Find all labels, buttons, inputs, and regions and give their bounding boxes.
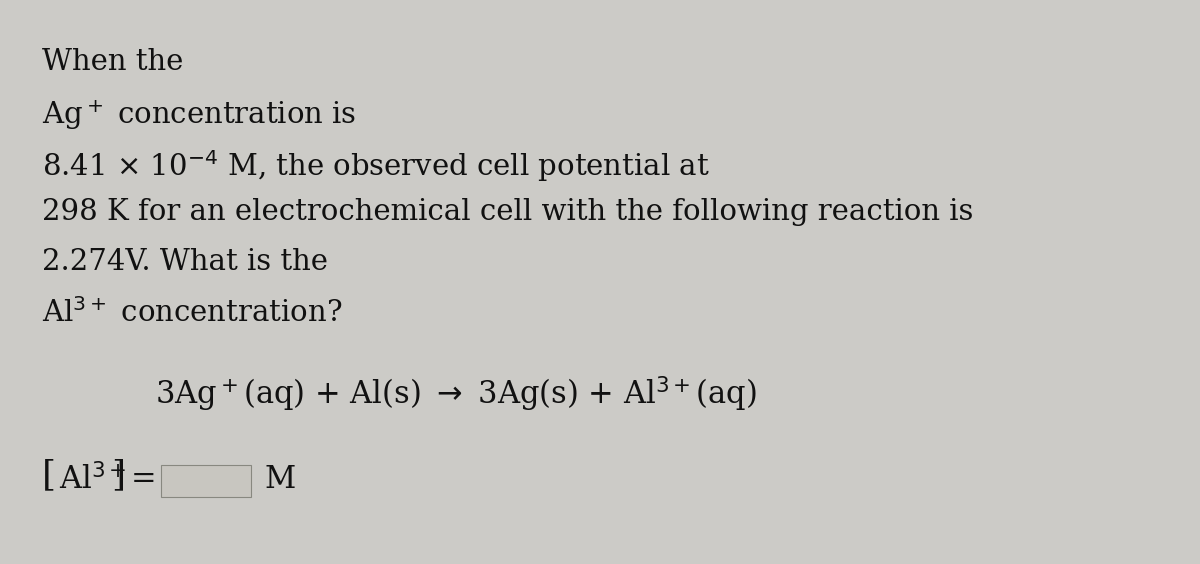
Bar bbox=[161, 465, 251, 497]
Text: M: M bbox=[265, 464, 296, 495]
Text: ]: ] bbox=[112, 458, 125, 492]
Text: =: = bbox=[131, 464, 157, 495]
Text: Al$^{3+}$: Al$^{3+}$ bbox=[59, 464, 126, 496]
Text: When the: When the bbox=[42, 48, 184, 76]
Text: $\mathdefault{Ag}^+$ concentration is: $\mathdefault{Ag}^+$ concentration is bbox=[42, 98, 356, 132]
Text: [: [ bbox=[42, 458, 56, 492]
Text: 3Ag$^+$(aq) + Al(s) $\rightarrow$ 3Ag(s) + Al$^{3+}$(aq): 3Ag$^+$(aq) + Al(s) $\rightarrow$ 3Ag(s)… bbox=[155, 375, 757, 415]
Text: 8.41 $\times$ 10$^{-4}$ M, the observed cell potential at: 8.41 $\times$ 10$^{-4}$ M, the observed … bbox=[42, 148, 709, 184]
Text: $\mathdefault{Al}^{3+}$ concentration?: $\mathdefault{Al}^{3+}$ concentration? bbox=[42, 298, 342, 328]
Text: 2.274V. What is the: 2.274V. What is the bbox=[42, 248, 328, 276]
Text: 298 K for an electrochemical cell with the following reaction is: 298 K for an electrochemical cell with t… bbox=[42, 198, 973, 226]
